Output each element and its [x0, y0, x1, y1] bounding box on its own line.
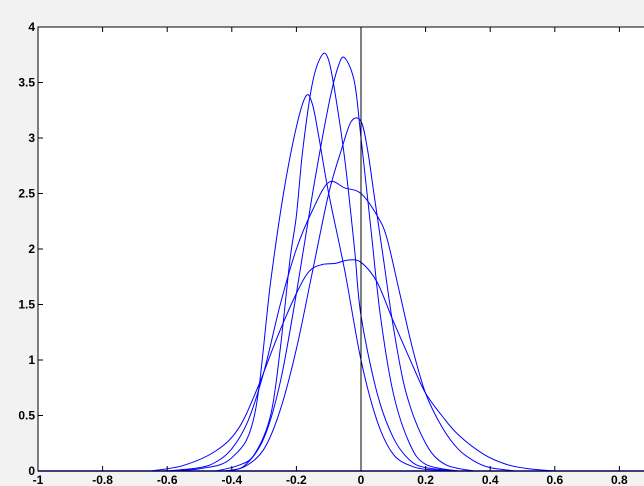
y-tick-label: 3: [28, 131, 35, 145]
y-tick-label: 3.5: [18, 76, 35, 90]
x-tick-label: -0.6: [157, 473, 178, 486]
x-tick-label: -0.4: [221, 473, 242, 486]
y-tick-label: 2.5: [18, 187, 35, 201]
x-tick-label: -1: [33, 473, 44, 486]
y-axis: 0 0.5 1 1.5 2 2.5 3 3.5 4: [18, 20, 43, 478]
x-tick-label: 0.8: [611, 473, 628, 486]
x-tick-label: 0: [358, 473, 365, 486]
series-line-6: [150, 259, 555, 472]
x-tick-label: 0.6: [546, 473, 563, 486]
y-tick-label: 1.5: [18, 298, 35, 312]
series-line-4: [225, 117, 475, 472]
x-tick-label: -0.2: [286, 473, 307, 486]
series-line-2: [215, 52, 458, 472]
y-tick-label: 2: [28, 242, 35, 256]
y-tick-label: 1: [28, 353, 35, 367]
y-tick-label: 0: [28, 464, 35, 478]
x-tick-label: 0.4: [482, 473, 499, 486]
x-tick-label: -0.8: [92, 473, 113, 486]
x-tick-label: 0.2: [417, 473, 434, 486]
y-tick-label: 4: [28, 20, 35, 34]
series-line-3: [225, 56, 459, 472]
series-line-1: [160, 94, 458, 472]
plot-area: [38, 27, 644, 471]
y-tick-label: 0.5: [18, 409, 35, 423]
series-line-5: [167, 180, 517, 472]
x-axis: -1 -0.8 -0.6 -0.4 -0.2 0 0.2 0.4 0.6 0.8: [33, 27, 628, 486]
